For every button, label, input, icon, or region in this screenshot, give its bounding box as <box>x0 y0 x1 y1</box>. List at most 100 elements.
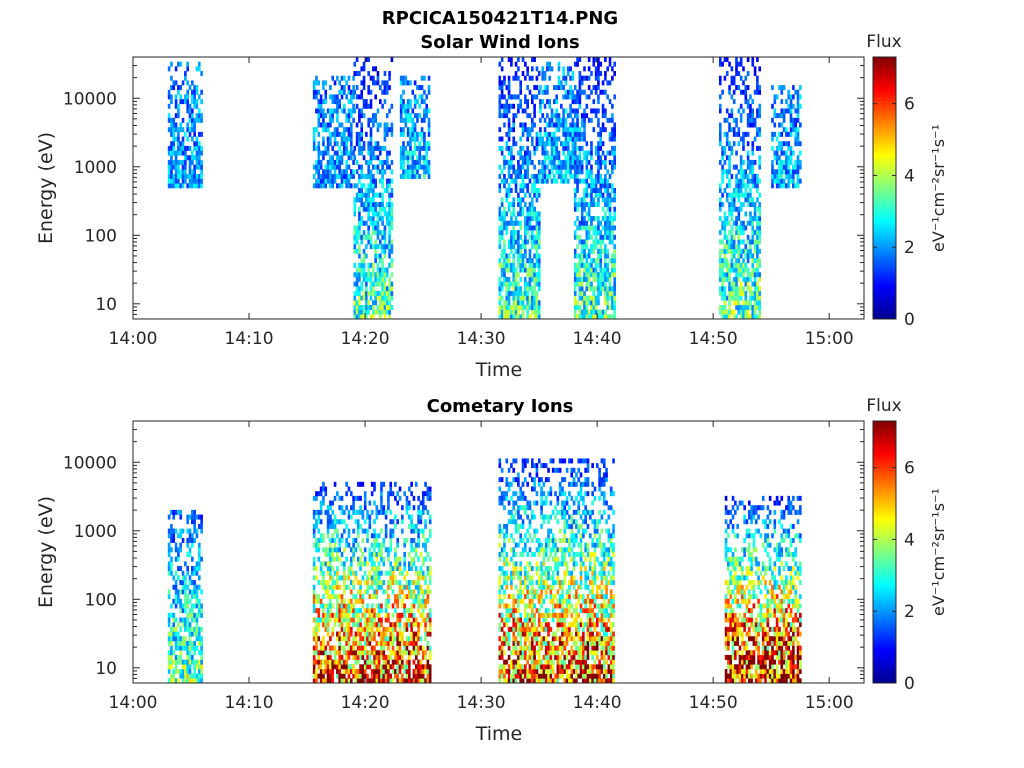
solar-wind-cell <box>399 99 403 105</box>
solar-wind-cell <box>385 188 389 193</box>
solar-wind-cell <box>723 262 727 268</box>
cometary-cell <box>170 570 173 576</box>
cometary-cell <box>181 589 185 595</box>
solar-wind-cell <box>378 281 382 287</box>
solar-wind-cell <box>739 314 743 320</box>
solar-wind-cell <box>521 131 525 137</box>
cometary-cell <box>312 523 316 529</box>
solar-wind-cell <box>753 314 757 320</box>
cometary-cell <box>405 608 409 614</box>
solar-wind-cell <box>319 183 323 189</box>
solar-wind-cell <box>608 80 612 86</box>
solar-wind-cell <box>548 141 552 147</box>
solar-wind-cell <box>503 108 506 114</box>
solar-wind-cell <box>322 136 325 142</box>
solar-wind-cell <box>388 309 391 315</box>
solar-wind-cell <box>507 220 511 226</box>
solar-wind-cell <box>362 173 366 179</box>
solar-wind-cell <box>576 304 579 310</box>
solar-wind-cell <box>721 267 724 273</box>
cometary-cell <box>343 519 346 525</box>
cometary-cell <box>170 673 173 679</box>
solar-wind-cell <box>381 304 384 310</box>
solar-wind-cell <box>503 206 506 212</box>
solar-wind-x-tick-label: 14:50 <box>689 329 738 349</box>
solar-wind-cell <box>758 89 762 95</box>
solar-wind-cell <box>773 131 777 137</box>
cometary-cell <box>361 678 365 684</box>
cometary-cell <box>167 566 171 572</box>
solar-wind-cell <box>324 145 328 151</box>
solar-wind-cell <box>521 57 525 62</box>
solar-wind-cell <box>583 304 586 310</box>
cometary-cell <box>377 659 381 665</box>
solar-wind-cell <box>498 103 502 109</box>
solar-wind-cell <box>329 169 332 175</box>
solar-wind-cell <box>590 155 593 161</box>
solar-wind-cell <box>721 192 724 198</box>
cometary-cell <box>326 566 330 572</box>
solar-wind-cell <box>418 159 422 165</box>
cometary-cell <box>329 566 332 572</box>
cometary-cell <box>191 654 194 660</box>
solar-wind-cell <box>756 80 759 86</box>
solar-wind-cell <box>324 80 328 86</box>
solar-wind-cell <box>333 136 337 142</box>
solar-wind-cell <box>526 206 529 212</box>
solar-wind-cell <box>315 108 318 114</box>
solar-wind-cell <box>735 267 738 273</box>
solar-wind-cell <box>608 258 612 264</box>
solar-wind-cell <box>587 295 591 301</box>
solar-wind-cell <box>604 71 607 77</box>
solar-wind-cell <box>367 85 370 91</box>
solar-wind-cell <box>718 75 722 81</box>
solar-wind-cell <box>333 94 337 100</box>
solar-wind-cell <box>390 206 394 212</box>
solar-wind-cell <box>799 178 802 184</box>
solar-wind-cell <box>725 216 729 222</box>
solar-wind-cell <box>360 188 364 193</box>
cometary-cell <box>340 659 344 665</box>
solar-wind-cell <box>562 113 565 119</box>
solar-wind-cell <box>604 127 607 133</box>
cometary-cell <box>188 650 192 656</box>
solar-wind-cell <box>507 127 511 133</box>
solar-wind-cell <box>751 309 755 315</box>
solar-wind-cell <box>317 99 321 105</box>
cometary-cell <box>359 626 362 632</box>
solar-wind-cell <box>526 159 529 165</box>
cometary-cell <box>326 664 330 670</box>
solar-wind-cell <box>583 75 586 81</box>
cometary-cell <box>315 519 318 525</box>
solar-wind-cell <box>425 145 429 151</box>
cometary-cell <box>195 533 199 539</box>
cometary-cell <box>322 575 325 581</box>
solar-wind-cell <box>510 178 513 184</box>
cometary-cell <box>377 673 381 679</box>
solar-wind-cell <box>728 276 731 282</box>
solar-wind-cell <box>331 99 335 105</box>
solar-wind-cell <box>585 94 589 100</box>
solar-wind-cell <box>519 136 523 142</box>
solar-wind-cell <box>751 113 755 119</box>
solar-wind-cell <box>411 150 415 156</box>
cometary-cell <box>336 617 339 623</box>
solar-wind-cell <box>746 117 750 123</box>
solar-wind-cell <box>507 267 511 273</box>
solar-wind-cell <box>566 141 570 147</box>
cometary-cell <box>412 495 416 501</box>
solar-wind-cell <box>587 272 591 278</box>
solar-wind-cell <box>608 192 612 198</box>
cometary-cell <box>326 561 330 567</box>
solar-wind-cell <box>514 61 518 67</box>
solar-wind-cell <box>751 304 755 310</box>
solar-wind-cell <box>604 276 607 282</box>
cometary-cell <box>414 552 418 557</box>
solar-wind-cell <box>507 192 511 198</box>
solar-wind-cell <box>604 211 607 217</box>
solar-wind-cell <box>315 75 318 81</box>
cometary-cell <box>361 673 365 679</box>
cometary-cell <box>417 631 420 637</box>
solar-wind-cell <box>611 262 614 268</box>
solar-wind-cell <box>578 267 582 273</box>
